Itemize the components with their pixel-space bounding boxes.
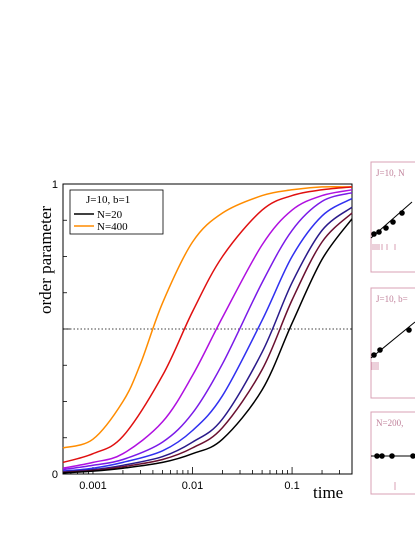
inset-3: N=200, — [370, 411, 415, 495]
x-tick-label: 0.001 — [79, 480, 107, 492]
y-tick-labels: 01 — [52, 179, 58, 481]
inset-2-rug — [371, 362, 379, 370]
inset-3-point — [389, 453, 395, 459]
series-line-1 — [62, 186, 353, 464]
inset-1-frame — [370, 161, 415, 273]
inset-2-point — [371, 352, 377, 358]
inset-1-point — [371, 231, 377, 237]
inset-3-point — [374, 453, 380, 459]
legend-label-n400: N=400 — [97, 221, 128, 233]
inset-2-label: J=10, b= — [376, 294, 408, 304]
inset-3-frame — [370, 411, 415, 495]
inset-1-point — [383, 225, 389, 231]
legend: J=10, b=1 N=20 N=400 — [69, 189, 164, 235]
inset-1-point — [399, 210, 405, 216]
inset-2-point — [406, 327, 412, 333]
inset-1-label: J=10, N — [376, 168, 405, 178]
y-axis-label: order parameter — [36, 206, 55, 314]
series-line-3 — [62, 191, 353, 471]
series-line-7 — [62, 218, 353, 474]
series-line-5 — [62, 206, 353, 473]
y-tick-label: 1 — [52, 179, 58, 191]
series-layer — [62, 185, 353, 474]
legend-title: J=10, b=1 — [86, 194, 130, 206]
y-tick-label: 0 — [52, 469, 58, 481]
inset-2-frame — [370, 287, 415, 399]
inset-2-point — [377, 347, 383, 353]
inset-1-rug — [372, 244, 396, 250]
inset-1: J=10, N — [370, 161, 415, 273]
series-line-6 — [62, 212, 353, 474]
x-axis-label: time — [313, 483, 343, 502]
inset-3-label: N=200, — [376, 418, 403, 428]
inset-1-point — [376, 229, 382, 235]
inset-1-point — [390, 219, 396, 225]
series-line-2 — [62, 189, 353, 469]
x-tick-labels: 0.001 0.01 0.1 — [79, 480, 300, 492]
series-line-4 — [62, 197, 353, 472]
inset-3-point — [410, 453, 415, 459]
x-tick-label: 0.01 — [182, 480, 203, 492]
inset-2: J=10, b= — [370, 287, 415, 399]
inset-3-point — [379, 453, 385, 459]
series-line-0 — [62, 185, 353, 449]
x-tick-label: 0.1 — [284, 480, 299, 492]
legend-label-n20: N=20 — [97, 209, 123, 221]
y-ticks — [63, 183, 70, 475]
